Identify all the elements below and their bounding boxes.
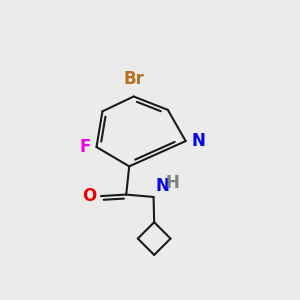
Text: O: O bbox=[82, 187, 96, 205]
Text: H: H bbox=[166, 174, 179, 192]
Text: Br: Br bbox=[123, 70, 144, 88]
Text: N: N bbox=[155, 178, 169, 196]
Text: F: F bbox=[80, 138, 91, 156]
Text: N: N bbox=[191, 132, 205, 150]
